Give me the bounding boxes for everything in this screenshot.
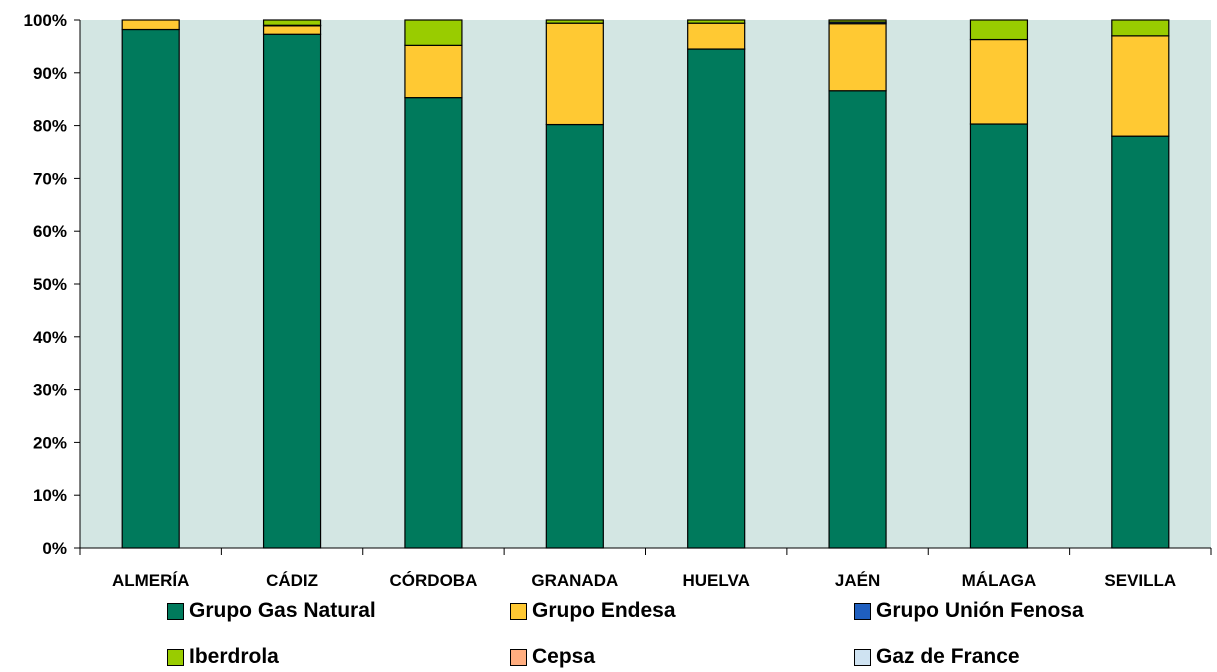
y-tick-label: 70%	[33, 169, 67, 188]
x-tick-label: MÁLAGA	[962, 571, 1037, 590]
legend-item-gaz-de-france: Gaz de France	[854, 642, 1020, 672]
bar-segment	[121, 28, 180, 549]
bar-segment	[828, 19, 887, 23]
bar-segment	[969, 123, 1029, 549]
x-tick-label: GRANADA	[531, 571, 618, 590]
y-tick-label: 90%	[33, 64, 67, 83]
x-tick-label: SEVILLA	[1104, 571, 1176, 590]
bar-segment	[545, 19, 604, 24]
bar-segment	[687, 22, 746, 50]
x-tick-label: HUELVA	[683, 571, 750, 590]
legend-item-iberdrola: Iberdrola	[167, 642, 279, 672]
bar-segment	[969, 38, 1029, 125]
bar-segment	[121, 19, 180, 31]
y-tick-label: 60%	[33, 222, 67, 241]
bar-segment	[828, 90, 887, 549]
bar-segment	[545, 22, 604, 126]
plot-area-background	[80, 20, 1211, 548]
legend-item-grupo-union-fenosa: Grupo Unión Fenosa	[854, 596, 1084, 626]
bar-segment	[404, 44, 463, 99]
legend-swatch	[854, 602, 871, 620]
bar-segment	[404, 97, 463, 549]
legend-label: Gaz de France	[876, 645, 1020, 668]
y-tick-label: 50%	[33, 275, 67, 294]
x-tick-label: JAÉN	[835, 571, 880, 590]
bar-segment	[828, 23, 887, 92]
y-tick-label: 10%	[33, 486, 67, 505]
y-tick-label: 20%	[33, 433, 67, 452]
legend-swatch	[854, 648, 871, 666]
y-tick-label: 40%	[33, 328, 67, 347]
bar-segment	[262, 33, 322, 549]
x-tick-label: CÓRDOBA	[390, 571, 478, 590]
legend-label: Grupo Gas Natural	[189, 599, 376, 622]
legend-item-grupo-endesa: Grupo Endesa	[510, 596, 676, 626]
legend-label: Grupo Unión Fenosa	[876, 599, 1084, 622]
y-tick-label: 80%	[33, 117, 67, 136]
bar-segment	[687, 48, 746, 549]
bar-segment	[1111, 35, 1170, 137]
legend-item-cepsa: Cepsa	[510, 642, 595, 672]
bar-segment	[404, 19, 463, 46]
legend-label: Iberdrola	[189, 645, 279, 668]
legend-swatch	[510, 648, 527, 666]
y-tick-label: 30%	[33, 381, 67, 400]
bar-segment	[545, 123, 604, 549]
legend-label: Cepsa	[532, 645, 596, 668]
y-tick-label: 0%	[42, 539, 67, 558]
x-tick-label: CÁDIZ	[266, 571, 318, 590]
bar-segment	[687, 19, 746, 24]
y-tick-label: 100%	[24, 11, 67, 30]
bar-segment	[262, 19, 322, 26]
bar-segment	[1111, 19, 1170, 37]
legend-swatch	[167, 648, 184, 666]
chart-plot-svg: 0% 10% 20% 30% 40% 50% 60% 70% 80% 90% 100% ALMERÍA…	[24, 11, 1212, 590]
chart-legend: Grupo Gas Natural Grupo Endesa Grupo Uni…	[0, 596, 1217, 669]
legend-swatch	[167, 602, 184, 620]
legend-swatch	[510, 602, 527, 620]
x-tick-label: ALMERÍA	[112, 571, 189, 590]
legend-label: Grupo Endesa	[532, 599, 676, 622]
bar-segment	[1111, 135, 1170, 549]
bar-segment	[262, 25, 322, 35]
bar-segment	[969, 19, 1029, 41]
legend-item-grupo-gas-natural: Grupo Gas Natural	[167, 596, 376, 626]
